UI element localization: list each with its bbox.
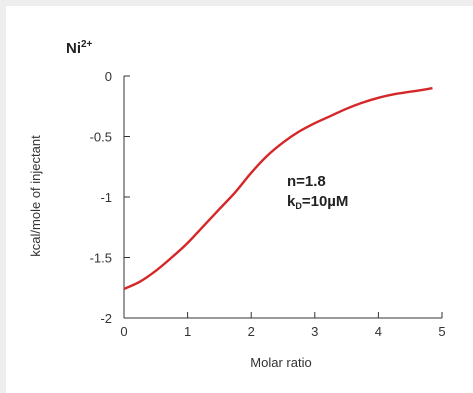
annotation-n: n=1.8: [287, 173, 326, 190]
annotation-kd: kD=10µM: [287, 193, 348, 211]
x-tick-label: 1: [184, 324, 191, 339]
annotation-kd-subscript: D: [295, 201, 302, 211]
y-tick-label: 0: [105, 69, 112, 84]
x-tick-label: 5: [438, 324, 445, 339]
x-axis-label: Molar ratio: [250, 355, 311, 370]
x-tick-label: 3: [311, 324, 318, 339]
annotation-kd-value: =10µM: [302, 193, 349, 210]
x-tick-label: 0: [120, 324, 127, 339]
x-ticks: 0 1 2 3 4 5: [120, 312, 446, 339]
y-ticks: 0 -0.5 -1 -1.5 -2: [90, 69, 130, 326]
x-tick-label: 2: [248, 324, 255, 339]
x-tick-label: 4: [375, 324, 382, 339]
curve-points: [123, 88, 433, 290]
y-axis-label: kcal/mole of injectant: [28, 135, 43, 257]
chart-title: Ni2+: [66, 39, 93, 57]
chart-title-superscript: 2+: [81, 39, 93, 50]
chart-frame: [6, 6, 473, 393]
y-tick-label: -0.5: [90, 130, 112, 145]
binding-curve-line: [123, 86, 433, 291]
y-tick-label: -1.5: [90, 251, 112, 266]
y-tick-label: -2: [100, 311, 112, 326]
y-tick-label: -1: [100, 190, 112, 205]
